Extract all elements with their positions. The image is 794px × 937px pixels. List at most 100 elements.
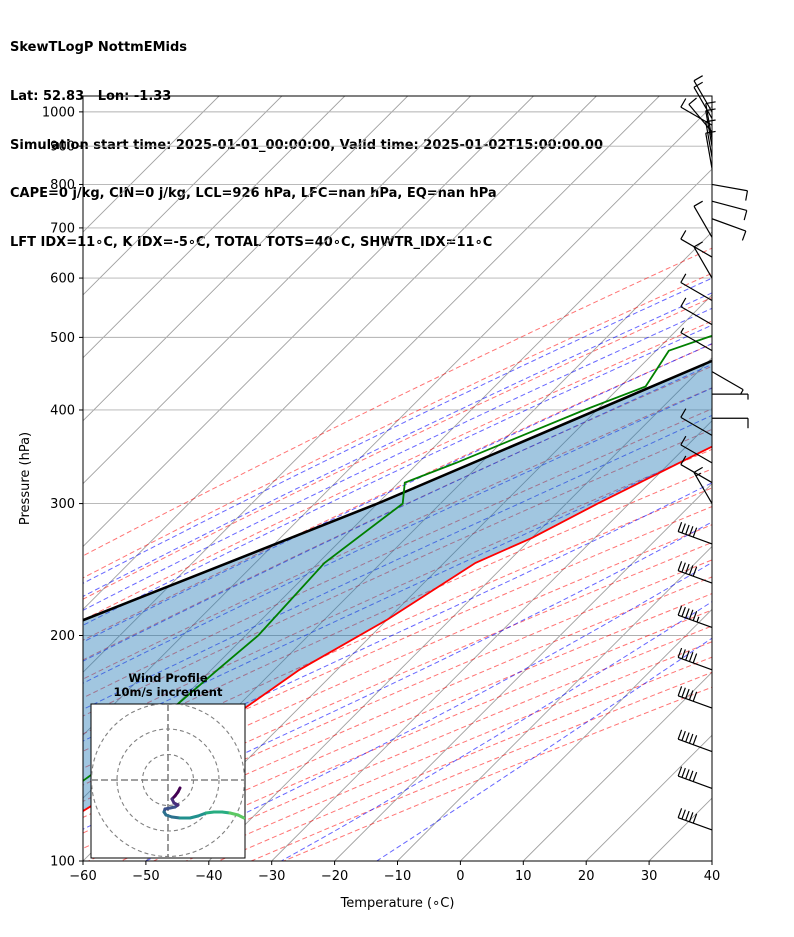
wind-barb (712, 393, 749, 400)
isotherm-line (83, 96, 471, 485)
isotherm-line (522, 671, 712, 861)
dry-adiabat-line (83, 448, 712, 735)
moist-adiabat-line (83, 324, 712, 626)
x-tick-label: −60 (69, 869, 96, 884)
isotherm-line (208, 357, 712, 861)
x-tick-label: −20 (321, 869, 348, 884)
wind-barb (677, 808, 713, 831)
y-tick-label: 500 (50, 331, 75, 346)
wind-barb (680, 435, 713, 464)
x-axis: −60 −50 −40 −30 −20 −10 0 10 20 30 40 Temperature (… (69, 861, 720, 911)
moist-adiabat-line (83, 414, 712, 710)
dry-adiabats (83, 247, 712, 861)
isotherm-line (145, 294, 712, 861)
negative-area-fill (83, 360, 712, 812)
y-tick-label: 800 (50, 178, 75, 193)
x-tick-label: 40 (704, 869, 721, 884)
hodograph-title: Wind Profile (128, 671, 208, 685)
wind-barb (693, 81, 713, 119)
stability-indices-line: LFT IDX=11∘C, K IDX=-5∘C, TOTAL TOTS=40∘… (10, 234, 493, 250)
moist-adiabats (83, 277, 712, 861)
x-tick-label: −40 (195, 869, 222, 884)
isotherm-line (397, 545, 712, 861)
y-tick-label: 400 (50, 403, 75, 418)
wind-barb (680, 273, 713, 302)
isotherm-line (775, 96, 794, 861)
isobars (83, 111, 712, 861)
chart-title: SkewTLogP NottmEMids (10, 40, 188, 56)
hodograph-subtitle: 10m/s increment (114, 685, 223, 699)
wind-barb (677, 766, 713, 789)
moist-adiabat-line (83, 446, 712, 742)
wind-barb (677, 522, 713, 545)
isotherm-line (83, 96, 409, 422)
y-axis: 1000 900 800 700 600 500 400 300 200 100 Pressure … (18, 105, 83, 870)
plot-area (83, 96, 794, 861)
dewpoint-profile-line (83, 334, 712, 782)
wind-barb (711, 200, 748, 221)
isotherm-line (83, 96, 283, 296)
dry-adiabat-line (83, 247, 712, 557)
wind-barb (680, 230, 713, 258)
time-line: Simulation start time: 2025-01-01_00:00:… (10, 137, 603, 153)
isotherm-line (271, 420, 712, 861)
y-axis-label: Pressure (hPa) (18, 432, 33, 525)
y-tick-label: 900 (50, 140, 75, 155)
wind-barb (693, 200, 713, 238)
wind-barb (680, 455, 713, 484)
wind-barb (677, 647, 713, 671)
y-tick-label: 100 (50, 855, 75, 870)
dry-adiabat-line (83, 296, 712, 600)
wind-barb (705, 108, 716, 147)
x-axis-label: Temperature (∘C) (340, 896, 455, 911)
isotherm-line (83, 96, 597, 611)
hodograph-trace-segment (236, 813, 245, 820)
moist-adiabat-line (83, 307, 712, 611)
x-tick-label: 0 (456, 869, 464, 884)
x-tick-label: −50 (132, 869, 159, 884)
wind-barbs (677, 75, 749, 831)
dry-adiabat-line (83, 320, 712, 621)
wind-barb (712, 417, 749, 429)
y-tick-label: 700 (50, 221, 75, 236)
wind-barb (711, 371, 744, 395)
isotherm-line (83, 96, 660, 673)
isotherm-line (711, 860, 712, 861)
x-tick-label: −10 (384, 869, 411, 884)
dry-adiabat-line (83, 428, 712, 717)
wind-barb (711, 183, 749, 201)
x-tick-label: 10 (515, 869, 532, 884)
wind-barb (677, 686, 713, 709)
wind-barb (677, 729, 713, 753)
location-line: Lat: 52.83 Lon: -1.33 (10, 89, 172, 105)
x-tick-label: −30 (258, 869, 285, 884)
moist-adiabat-line (83, 292, 712, 597)
dry-adiabat-line (83, 524, 712, 802)
convective-indices-line: CAPE=0 j/kg, CIN=0 j/kg, LCL=926 hPa, LF… (10, 186, 497, 202)
dry-adiabat-line (83, 387, 712, 680)
wind-barb (693, 75, 713, 113)
chart-title-block: SkewTLogP NottmEMids Lat: 52.83 Lon: -1.… (10, 8, 603, 267)
temperature-profile-line (83, 445, 712, 813)
isotherm-line (83, 96, 346, 359)
wind-barb (693, 241, 713, 279)
y-tick-label: 1000 (42, 105, 75, 120)
dry-adiabat-line (83, 487, 712, 769)
wind-barb (680, 408, 713, 436)
wind-barb (680, 297, 713, 326)
y-tick-label: 300 (50, 497, 75, 512)
y-tick-label: 600 (50, 272, 75, 287)
wind-barb (677, 605, 713, 629)
isotherm-line (334, 482, 712, 861)
isotherm-line (83, 96, 534, 548)
wind-barb (693, 466, 713, 504)
moist-adiabat-line (83, 387, 712, 684)
wind-barb (680, 98, 713, 126)
moist-adiabat-line (83, 363, 712, 662)
wind-barb (705, 130, 716, 169)
wind-barb (680, 327, 713, 352)
isotherm-line (83, 96, 220, 233)
x-tick-label: 20 (578, 869, 595, 884)
